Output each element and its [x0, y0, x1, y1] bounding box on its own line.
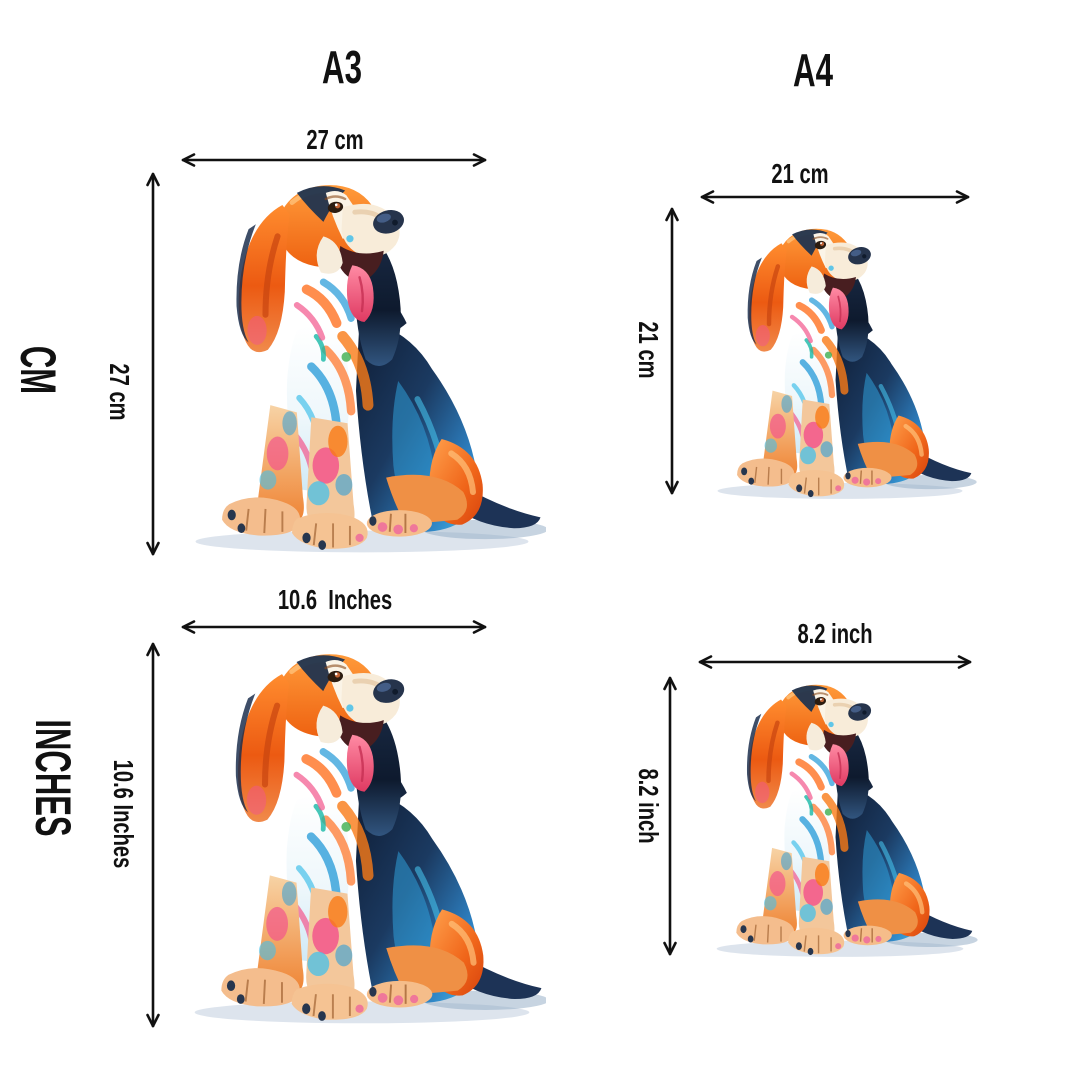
- width-label: 21 cm: [771, 158, 829, 189]
- dog-illustration: [698, 222, 982, 506]
- width-arrow-icon: [698, 655, 972, 669]
- width-arrow-icon: [181, 620, 487, 634]
- width-label: 27 cm: [306, 124, 364, 155]
- dog-illustration: [178, 176, 546, 562]
- height-label: 27 cm: [104, 363, 135, 421]
- height-arrow-icon: [146, 642, 160, 1028]
- dog-illustration: [178, 645, 546, 1033]
- column-header-a3: A3: [322, 41, 362, 93]
- height-label: 10.6 Inches: [108, 759, 139, 869]
- width-label: 8.2 inch: [797, 618, 873, 649]
- height-label: 8.2 inch: [633, 768, 664, 844]
- row-label-inches: INCHES: [25, 719, 81, 837]
- height-arrow-icon: [665, 207, 679, 495]
- dog-illustration: [698, 678, 982, 964]
- height-label: 21 cm: [633, 321, 664, 379]
- width-label: 10.6 Inches: [277, 584, 393, 615]
- width-arrow-icon: [181, 153, 487, 167]
- row-label-cm: CM: [10, 345, 66, 395]
- height-arrow-icon: [663, 676, 677, 956]
- height-arrow-icon: [146, 172, 160, 556]
- width-arrow-icon: [700, 190, 970, 204]
- column-header-a4: A4: [793, 44, 833, 96]
